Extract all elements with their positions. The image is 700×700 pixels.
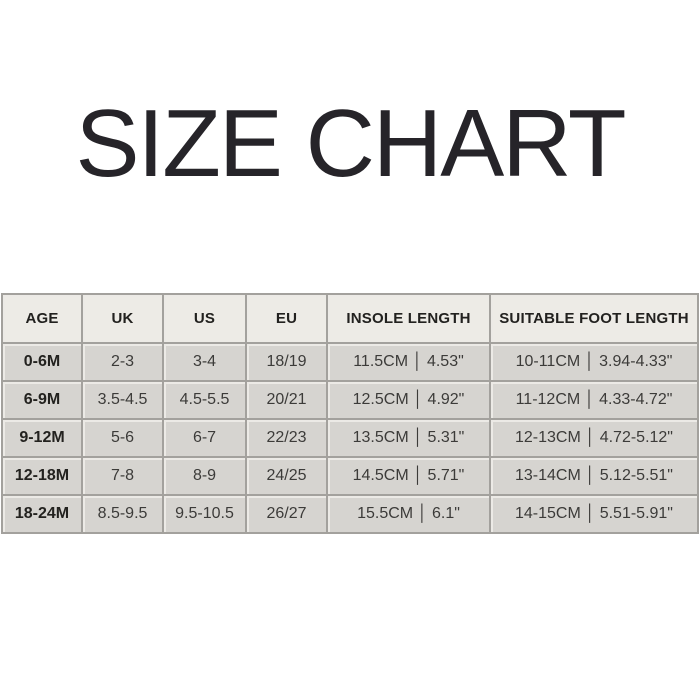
header-row: AGE UK US EU INSOLE LENGTH SUITABLE FOOT LENG… (1, 293, 699, 344)
cell-suitable-foot-length-row3: 13-14CM │ 5.12-5.51" (489, 456, 699, 496)
col-header-eu: EU (245, 293, 328, 344)
table-head: AGE UK US EU INSOLE LENGTH SUITABLE FOOT LENG… (1, 293, 699, 344)
cell-age-row4: 18-24M (1, 494, 83, 534)
cell-eu-row1: 20/21 (245, 380, 328, 420)
page: SIZE CHART AGE UK US EU INSOLE LENGTH SUITABL… (0, 96, 700, 700)
cell-age-row3: 12-18M (1, 456, 83, 496)
cell-age-row1: 6-9M (1, 380, 83, 420)
cell-uk-row2: 5-6 (81, 418, 164, 458)
cell-eu-row3: 24/25 (245, 456, 328, 496)
table-row: 9-12M 5-6 6-7 22/23 13.5CM │ 5.31" 12-13CM │ … (1, 418, 699, 458)
cell-uk-row0: 2-3 (81, 342, 164, 382)
cell-us-row3: 8-9 (162, 456, 247, 496)
cell-suitable-foot-length-row1: 11-12CM │ 4.33-4.72" (489, 380, 699, 420)
cell-insole-length-row1: 12.5CM │ 4.92" (326, 380, 491, 420)
cell-us-row0: 3-4 (162, 342, 247, 382)
cell-insole-length-row4: 15.5CM │ 6.1" (326, 494, 491, 534)
cell-eu-row2: 22/23 (245, 418, 328, 458)
col-header-insole-length: INSOLE LENGTH (326, 293, 491, 344)
cell-insole-length-row3: 14.5CM │ 5.71" (326, 456, 491, 496)
col-header-suitable-foot-length: SUITABLE FOOT LENGTH (489, 293, 699, 344)
col-header-us: US (162, 293, 247, 344)
cell-suitable-foot-length-row4: 14-15CM │ 5.51-5.91" (489, 494, 699, 534)
cell-insole-length-row0: 11.5CM │ 4.53" (326, 342, 491, 382)
cell-uk-row3: 7-8 (81, 456, 164, 496)
cell-us-row4: 9.5-10.5 (162, 494, 247, 534)
cell-uk-row4: 8.5-9.5 (81, 494, 164, 534)
table-row: 12-18M 7-8 8-9 24/25 14.5CM │ 5.71" 13-14CM │… (1, 456, 699, 496)
col-header-age: AGE (1, 293, 83, 344)
cell-age-row0: 0-6M (1, 342, 83, 382)
cell-insole-length-row2: 13.5CM │ 5.31" (326, 418, 491, 458)
col-header-uk: UK (81, 293, 164, 344)
cell-age-row2: 9-12M (1, 418, 83, 458)
cell-suitable-foot-length-row0: 10-11CM │ 3.94-4.33" (489, 342, 699, 382)
cell-uk-row1: 3.5-4.5 (81, 380, 164, 420)
size-chart-table: AGE UK US EU INSOLE LENGTH SUITABLE FOOT LENG… (1, 293, 699, 534)
table-row: 18-24M 8.5-9.5 9.5-10.5 26/27 15.5CM │ 6.1" 1… (1, 494, 699, 534)
cell-us-row1: 4.5-5.5 (162, 380, 247, 420)
cell-eu-row4: 26/27 (245, 494, 328, 534)
table-row: 0-6M 2-3 3-4 18/19 11.5CM │ 4.53" 10-11CM │ 3… (1, 342, 699, 382)
cell-suitable-foot-length-row2: 12-13CM │ 4.72-5.12" (489, 418, 699, 458)
page-title: SIZE CHART (75, 90, 627, 197)
cell-us-row2: 6-7 (162, 418, 247, 458)
table-body: 0-6M 2-3 3-4 18/19 11.5CM │ 4.53" 10-11CM │ 3… (1, 342, 699, 534)
table-row: 6-9M 3.5-4.5 4.5-5.5 20/21 12.5CM │ 4.92" 11-… (1, 380, 699, 420)
cell-eu-row0: 18/19 (245, 342, 328, 382)
